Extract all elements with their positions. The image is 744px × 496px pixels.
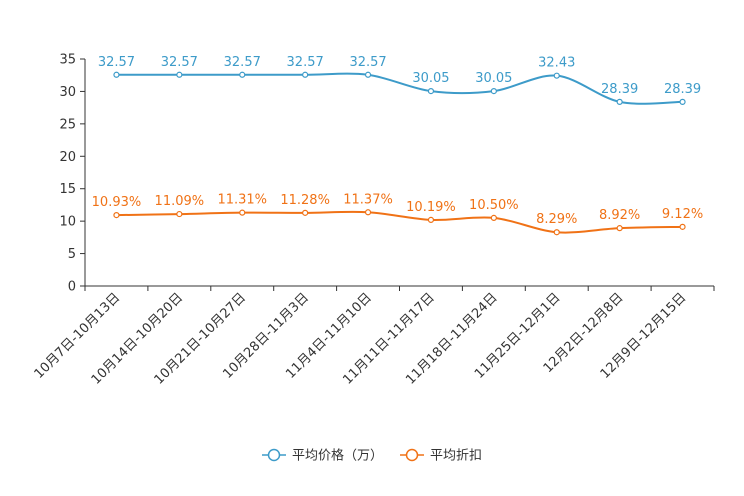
data-label: 28.39	[664, 82, 701, 97]
data-point[interactable]	[679, 223, 686, 230]
data-label: 11.31%	[217, 193, 267, 208]
data-point[interactable]	[113, 71, 120, 78]
data-label: 30.05	[475, 71, 512, 86]
legend-marker-icon	[267, 448, 281, 462]
data-label: 11.09%	[155, 194, 205, 209]
data-label: 32.57	[224, 55, 261, 70]
data-point[interactable]	[427, 216, 435, 224]
data-point[interactable]	[113, 212, 120, 219]
data-label: 10.19%	[406, 200, 456, 215]
data-label: 8.92%	[599, 208, 640, 223]
legend-marker-icon	[405, 448, 419, 462]
y-tick-label: 20	[59, 150, 76, 165]
data-label: 9.12%	[662, 207, 703, 222]
data-label: 32.57	[161, 55, 198, 70]
data-point[interactable]	[679, 98, 686, 105]
data-label: 32.57	[98, 55, 135, 70]
data-label: 32.43	[538, 56, 575, 71]
data-label: 10.50%	[469, 198, 519, 213]
legend-item-2[interactable]: 平均折扣	[400, 449, 482, 464]
data-point[interactable]	[616, 98, 623, 105]
data-label: 11.28%	[280, 193, 330, 208]
data-point[interactable]	[616, 225, 623, 232]
legend-label: 平均价格（万）	[292, 448, 383, 464]
y-tick-label: 35	[59, 53, 76, 68]
data-point[interactable]	[302, 71, 309, 78]
legend-item-1[interactable]: 平均价格（万）	[262, 448, 383, 464]
y-tick-label: 10	[59, 215, 76, 230]
data-point[interactable]	[553, 72, 560, 79]
data-point[interactable]	[302, 209, 309, 216]
data-point[interactable]	[239, 71, 246, 78]
data-point[interactable]	[490, 88, 497, 95]
data-label: 10.93%	[92, 195, 142, 210]
data-label: 32.57	[349, 55, 386, 70]
y-tick-label: 30	[59, 85, 76, 100]
data-label: 32.57	[287, 55, 324, 70]
y-tick-label: 15	[59, 182, 76, 197]
series-line-2	[116, 210, 683, 234]
data-point[interactable]	[176, 71, 183, 78]
data-point[interactable]	[427, 88, 435, 95]
data-point[interactable]	[490, 214, 497, 221]
data-label: 28.39	[601, 82, 638, 97]
legend-label: 平均折扣	[430, 449, 482, 464]
data-point[interactable]	[239, 209, 246, 216]
data-point[interactable]	[364, 71, 372, 78]
data-label: 8.29%	[536, 212, 577, 227]
data-point[interactable]	[553, 229, 560, 236]
y-tick-label: 5	[68, 247, 76, 262]
data-label: 30.05	[412, 71, 449, 86]
data-label: 11.37%	[343, 192, 393, 207]
series-line-1	[116, 72, 683, 105]
y-tick-label: 0	[68, 280, 76, 295]
data-point[interactable]	[176, 210, 183, 218]
y-tick-label: 25	[59, 117, 76, 132]
data-point[interactable]	[364, 209, 372, 216]
